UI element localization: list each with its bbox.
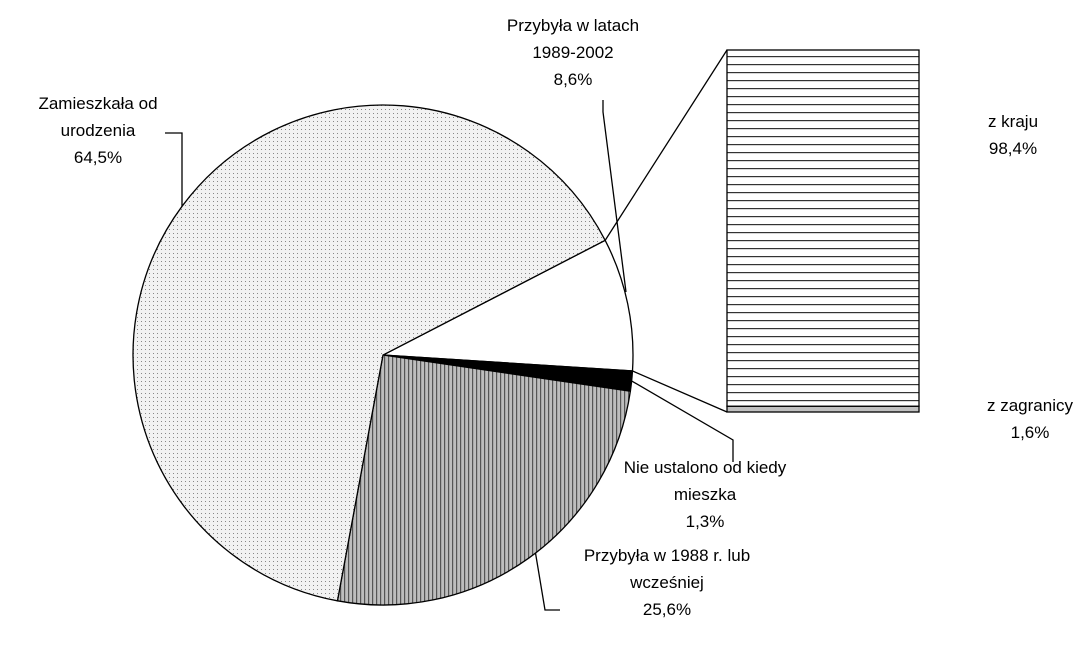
leader-line xyxy=(602,100,627,293)
value-label: 1,6% xyxy=(1010,423,1050,442)
category-label: Zamieszkała od urodzenia xyxy=(38,94,158,140)
category-label: z kraju xyxy=(987,112,1039,131)
bar-segment xyxy=(726,49,920,407)
connector-line xyxy=(604,49,728,241)
slice-label: Przybyła w latach 1989-2002 8,6% xyxy=(493,12,653,93)
value-label: 25,6% xyxy=(642,600,692,619)
bar-label: z kraju 98,4% xyxy=(933,108,1083,162)
connector-line xyxy=(632,370,728,413)
value-label: 64,5% xyxy=(73,148,123,167)
value-label: 98,4% xyxy=(988,139,1038,158)
category-label: Przybyła w latach 1989-2002 xyxy=(506,16,640,62)
value-label: 1,3% xyxy=(685,512,725,531)
leader-line xyxy=(165,132,183,207)
pie-slice xyxy=(380,239,634,372)
pie-slice xyxy=(336,354,632,606)
bar-label: z zagranicy 1,6% xyxy=(950,392,1083,446)
slice-label: Przybyła w 1988 r. lub wcześniej 25,6% xyxy=(562,542,772,623)
slice-label: Zamieszkała od urodzenia 64,5% xyxy=(18,90,178,171)
leader-line xyxy=(629,379,734,462)
category-label: Przybyła w 1988 r. lub wcześniej xyxy=(583,546,751,592)
category-label: z zagranicy xyxy=(987,396,1073,415)
category-label: Nie ustalono od kiedy mieszka xyxy=(623,458,787,504)
pie-slice xyxy=(132,104,607,602)
slice-label: Nie ustalono od kiedy mieszka 1,3% xyxy=(605,454,805,535)
bar-segment xyxy=(726,405,920,413)
value-label: 8,6% xyxy=(553,70,593,89)
pie xyxy=(132,104,634,606)
